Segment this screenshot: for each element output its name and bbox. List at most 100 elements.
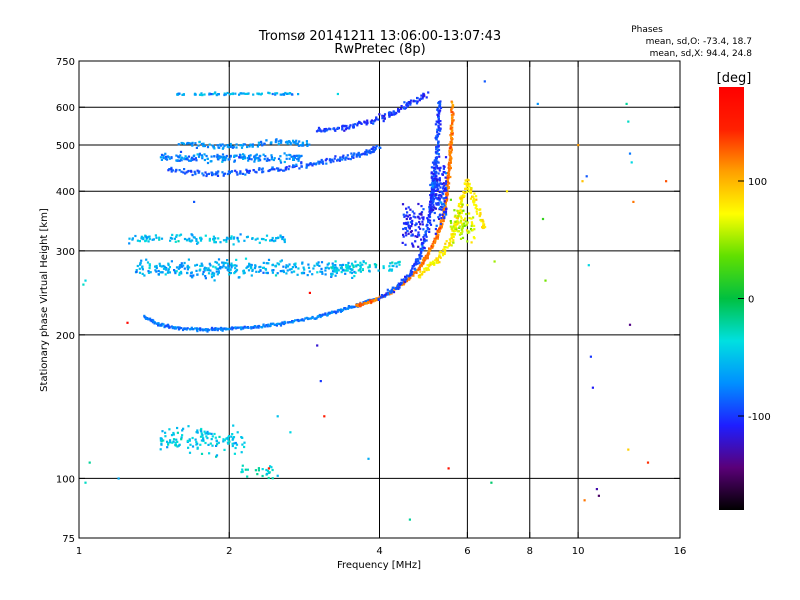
echo-point [175,154,178,157]
echo-point [285,272,288,275]
echo-point [288,268,291,271]
echo-point [456,222,459,225]
echo-point [267,159,270,162]
echo-point [431,245,434,248]
echo-point [436,230,439,234]
echo-point [214,260,217,264]
echo-point [476,212,479,215]
echo-point [305,140,308,143]
echo-point [468,185,471,188]
echo-point [198,170,201,173]
echo-point [416,262,419,265]
echo-point [179,158,182,161]
echo-point [128,237,131,240]
echo-point [397,287,400,290]
echo-point [372,150,375,153]
echo-point [160,443,163,446]
echo-point [262,238,265,241]
echo-point [149,317,152,320]
echo-point [235,143,238,146]
echo-point [226,144,229,147]
echo-point [296,142,299,145]
echo-point [166,440,169,443]
echo-point [249,144,252,147]
echo-point [349,268,352,271]
echo-point [448,149,451,152]
echo-point [234,264,237,267]
echo-point [443,248,446,251]
echo-point [346,264,349,267]
echo-point [169,439,172,442]
echo-point [439,182,442,185]
echo-point [165,157,168,160]
echo-point [179,264,182,267]
echo-point [437,202,440,205]
echo-point [154,234,157,237]
echo-point [583,499,586,502]
echo-point [171,326,174,329]
echo-point [216,144,219,147]
echo-point [261,144,264,147]
echo-point [288,263,291,266]
echo-point [433,263,436,266]
echo-point [135,269,138,272]
echo-point [176,440,179,443]
phases-heading: Phases [631,25,663,35]
echo-point [154,265,157,268]
echo-point [347,261,350,264]
colorbar-tick-label: -100 [748,412,771,423]
echo-point [306,144,309,147]
echo-point [333,268,336,271]
echo-point [388,114,391,117]
echo-point [221,266,224,269]
echo-point [440,194,443,197]
echo-point [459,208,462,211]
echo-point [204,277,207,280]
echo-point [246,468,249,471]
echo-point [214,327,217,330]
echo-point [147,318,150,321]
echo-point [406,230,409,233]
echo-point [412,245,415,248]
echo-point [446,184,449,187]
echo-point [265,139,268,142]
echo-point [400,281,403,284]
echo-point [199,264,202,268]
echo-point [200,154,203,157]
echo-point [238,156,241,159]
echo-point [439,106,443,109]
echo-point [273,323,276,326]
echo-point [195,443,198,446]
echo-point [283,169,286,172]
echo-point [475,198,478,201]
echo-point [430,188,433,191]
echo-point [235,258,238,261]
echo-point [291,166,294,169]
echo-point [196,153,199,156]
echo-point [149,271,152,274]
echo-point [274,264,278,267]
echo-point [358,155,361,158]
echo-point [449,127,452,130]
echo-point [219,267,222,270]
echo-point [188,237,191,240]
echo-point [324,159,327,162]
echo-point [316,344,319,347]
echo-point [446,179,449,182]
echo-point [440,190,443,193]
echo-point [230,266,233,269]
echo-point [463,195,466,198]
echo-point [348,125,351,128]
echo-point [449,220,452,223]
echo-point [448,161,451,164]
echo-point [334,129,337,132]
echo-point [240,328,243,331]
echo-point [442,165,445,168]
echo-point [196,242,199,245]
echo-point [437,161,440,164]
echo-point [186,156,189,159]
colorbar-label: [deg] [717,71,752,86]
echo-point [293,154,296,157]
echo-point [407,232,410,235]
echo-point [319,270,322,273]
